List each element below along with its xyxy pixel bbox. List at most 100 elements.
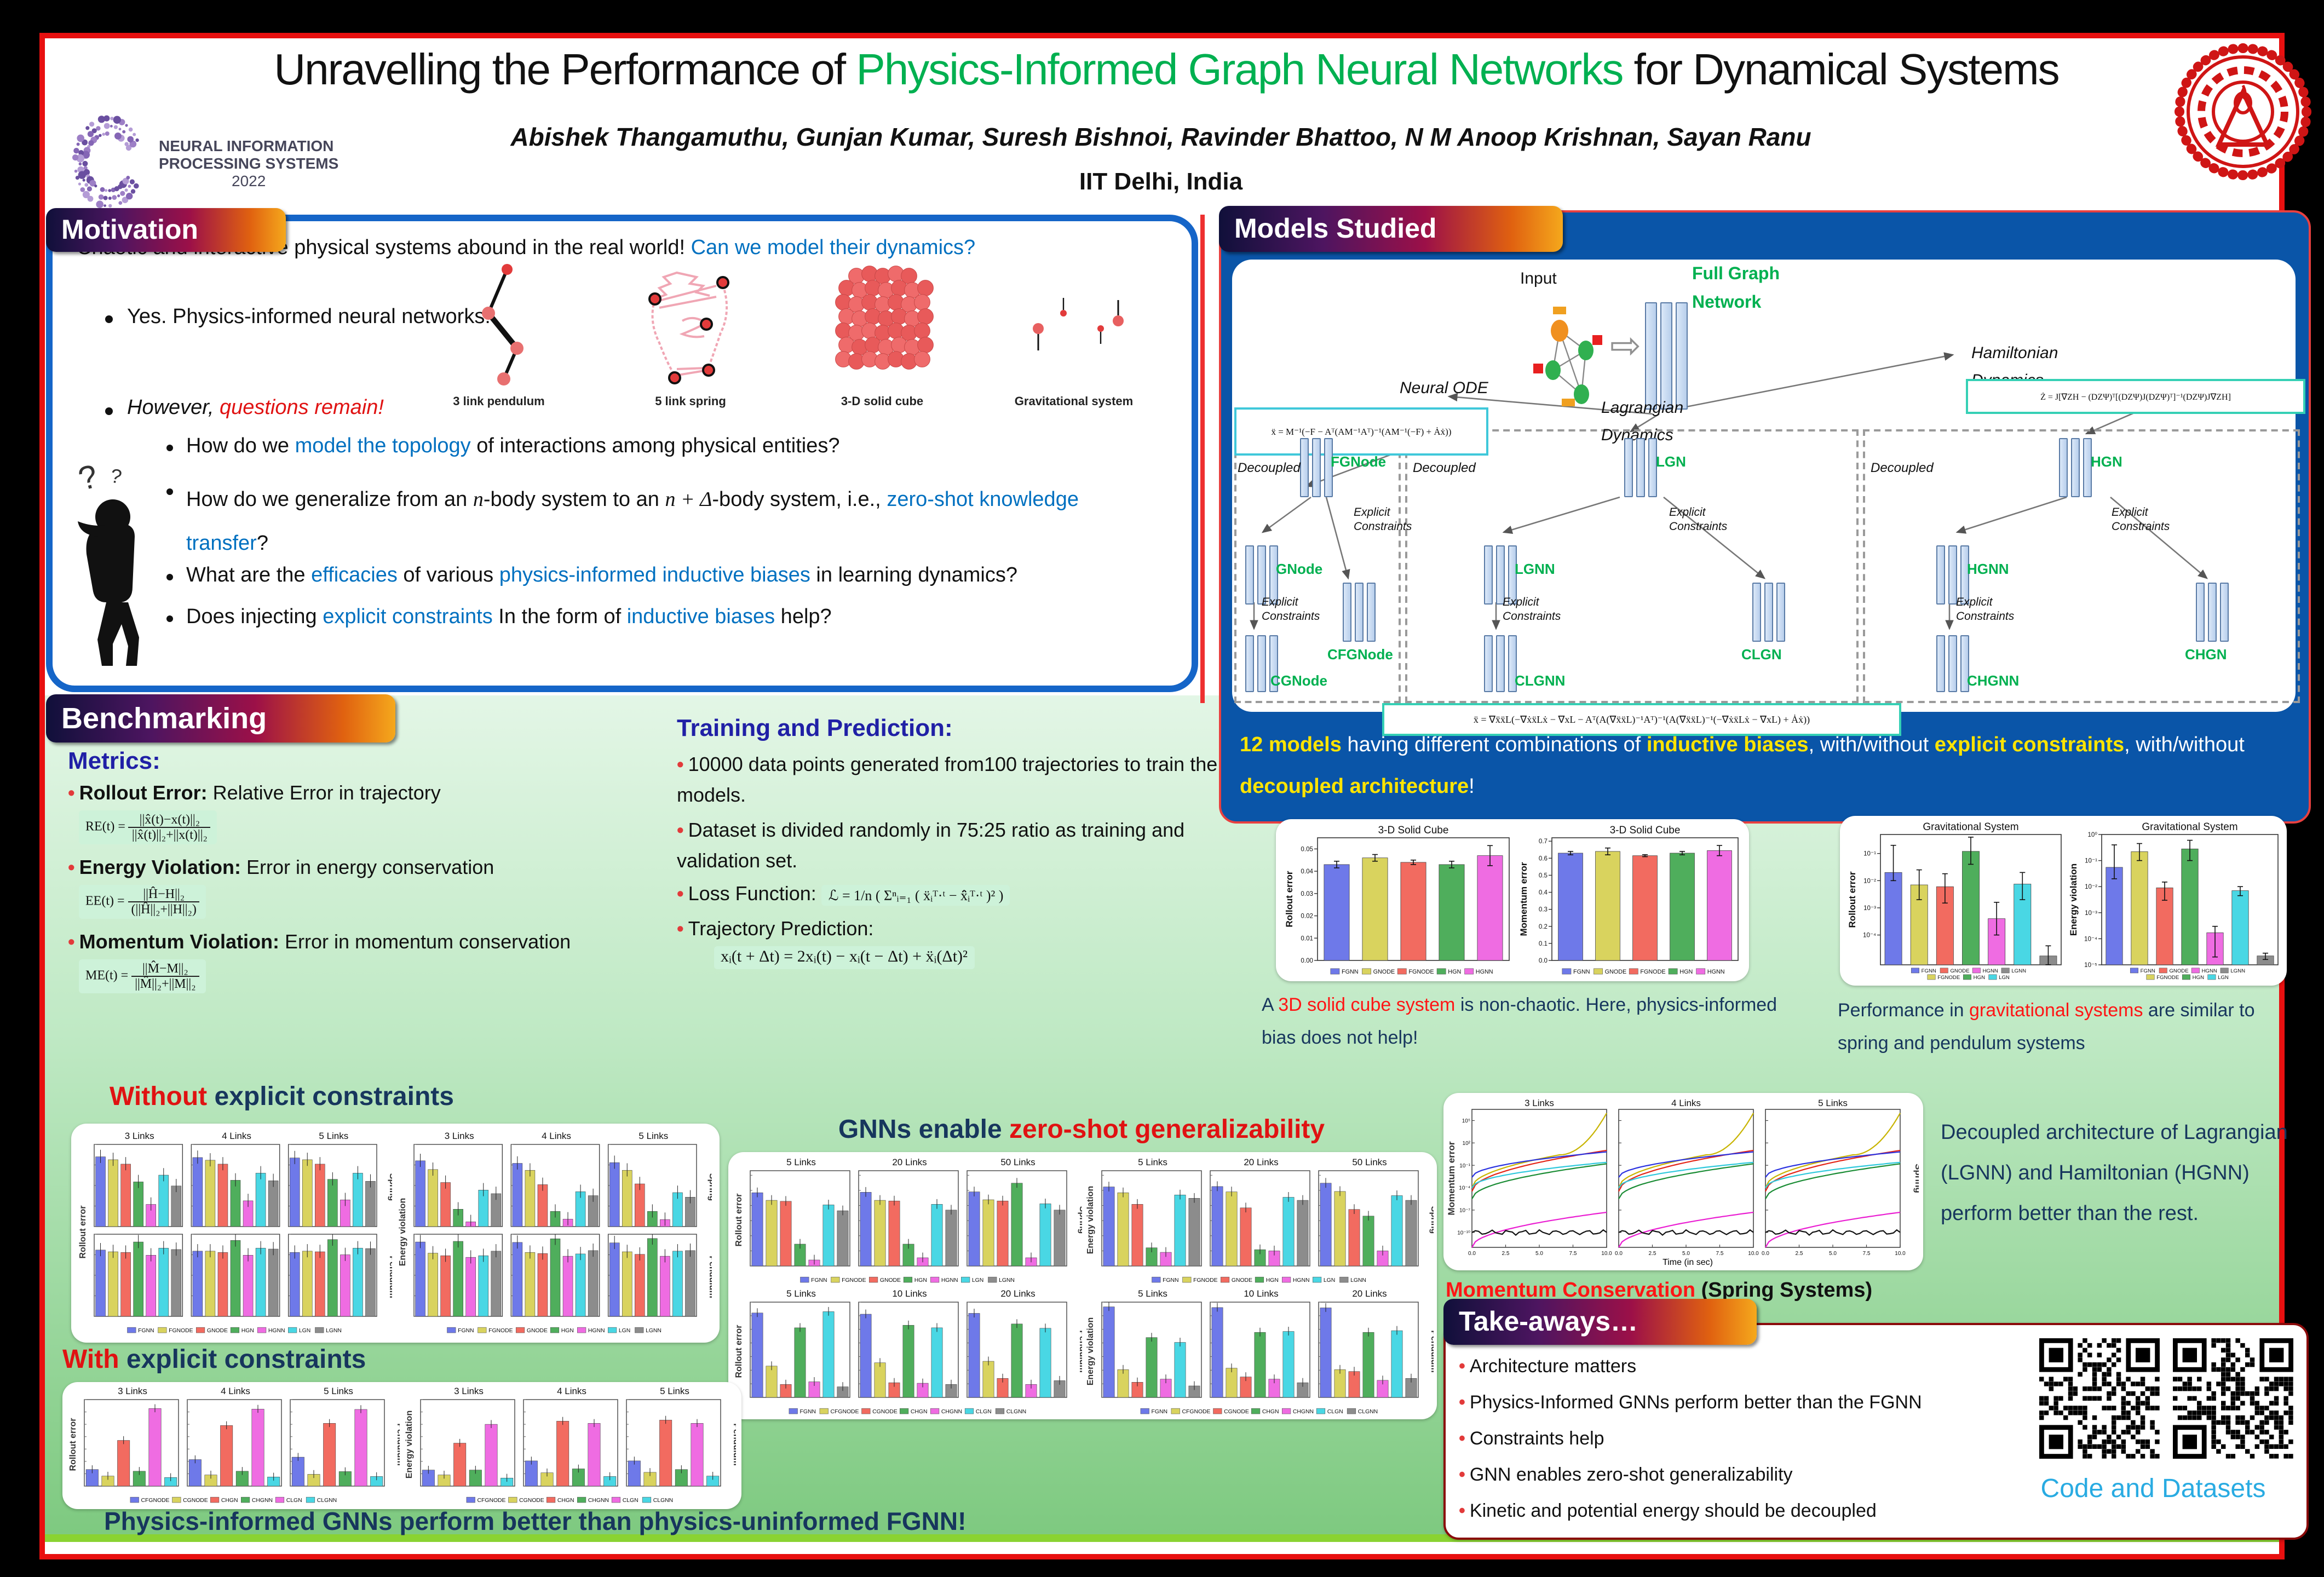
neural-ode-equation: ẍ = M⁻¹(−F − Aᵀ(AM⁻¹Aᵀ)⁻¹(AM⁻¹(−F) + Ȧẋ)…	[1234, 407, 1488, 456]
svg-text:7.5: 7.5	[1863, 1251, 1871, 1257]
svg-text:3 Links: 3 Links	[1525, 1098, 1554, 1108]
chart-without-rollout: Rollout error 3 Links 4 Links 5 Links Spring…	[78, 1130, 397, 1336]
svg-text:GNODE: GNODE	[1950, 968, 1969, 974]
chart-cube-rollout-error: 3-D Solid Cube Rollout error 0.00 0.01 0.02 0…	[1284, 824, 1514, 977]
input-arrow-icon: ⇨	[1610, 325, 1641, 367]
neurips-logo-text-1: NEURAL INFORMATION	[159, 137, 334, 154]
explicit-constraints-label: Explicit Constraints	[1503, 596, 1561, 623]
svg-text:2.5: 2.5	[1502, 1251, 1510, 1257]
svg-text:CLGN: CLGN	[286, 1498, 302, 1504]
svg-text:Spring: Spring	[1078, 1206, 1082, 1234]
system-label: Gravitational system	[1014, 395, 1134, 408]
svg-text:FGNN: FGNN	[800, 1409, 816, 1415]
svg-text:HGNN: HGNN	[268, 1328, 285, 1334]
svg-text:5.0: 5.0	[1682, 1251, 1690, 1257]
svg-text:FGNN: FGNN	[138, 1328, 154, 1334]
svg-text:CLGN: CLGN	[623, 1498, 638, 1504]
svg-text:Energy violation: Energy violation	[2068, 864, 2079, 936]
svg-text:GNODE: GNODE	[2169, 968, 2188, 974]
svg-text:Rollout error: Rollout error	[735, 1325, 744, 1378]
svg-text:2.5: 2.5	[1796, 1251, 1803, 1257]
full-graph-network-label: Full Graph Network	[1692, 265, 1780, 312]
svg-text:LGN: LGN	[2218, 975, 2229, 981]
svg-text:CGNODE: CGNODE	[872, 1409, 898, 1415]
chart-zeroshot-spring-energy: Energy violation 5 Links 20 Links 50 Links S…	[1086, 1156, 1439, 1286]
svg-text:FGNN: FGNN	[811, 1277, 827, 1284]
clgnn-label: CLGNN	[1515, 672, 1566, 689]
svg-text:HGNN: HGNN	[588, 1328, 605, 1334]
svg-text:5.0: 5.0	[1535, 1251, 1543, 1257]
svg-text:CHGNN: CHGNN	[252, 1498, 273, 1504]
metric-energy: • Energy Violation: Error in energy conse…	[68, 856, 494, 878]
cube-caption: A 3D solid cube system is non-chaotic. H…	[1262, 994, 1777, 1048]
takeaway-item: • Physics-Informed GNNs perform better th…	[1459, 1392, 1922, 1413]
svg-text:Pendulum: Pendulum	[1078, 1330, 1082, 1372]
flowchart-arrows	[1250, 352, 2208, 630]
chart-with-rollout: Rollout error 3 Links 4 Links 5 Links Pendul…	[68, 1385, 405, 1506]
with-constraints-heading: With explicit constraints	[62, 1345, 366, 1374]
chart-zeroshot-pendulum-rollout: Rollout error 5 Links 10 Links 20 Links Pend…	[734, 1288, 1087, 1417]
svg-text:10⁵: 10⁵	[1462, 1118, 1470, 1124]
svg-text:2.5: 2.5	[1649, 1251, 1656, 1257]
spring-icon	[648, 271, 729, 384]
svg-text:10⁻³: 10⁻³	[2085, 910, 2097, 917]
models-header-label: Models Studied	[1234, 213, 1437, 244]
grav-caption: Performance in gravitational systems are…	[1838, 1000, 2255, 1054]
svg-text:5 Links: 5 Links	[786, 1157, 816, 1167]
svg-text:CHGN: CHGN	[1262, 1409, 1279, 1415]
svg-text:FGNN: FGNN	[1573, 969, 1590, 975]
svg-text:FGNN: FGNN	[2141, 968, 2155, 974]
chgn-stack	[2196, 583, 2229, 642]
bullet-icon: •	[68, 856, 75, 878]
svg-text:3 Links: 3 Links	[445, 1131, 474, 1141]
svg-text:Energy violation: Energy violation	[405, 1411, 414, 1478]
svg-text:5 Links: 5 Links	[324, 1386, 353, 1396]
hgn-label: HGN	[2091, 453, 2122, 470]
takeaway-item: • Kinetic and potential energy should be …	[1459, 1500, 1877, 1521]
decoupled-label: Decoupled	[1413, 460, 1476, 475]
system-label: 3 link pendulum	[453, 395, 545, 408]
explicit-constraints-label: Explicit Constraints	[2112, 506, 2170, 533]
svg-text:Spring: Spring	[388, 1173, 392, 1201]
decoupled-note: Decoupled architecture of Lagrangian (LG…	[1941, 1121, 2288, 1225]
poster-authors: Abishek Thangamuthu, Gunjan Kumar, Sures…	[510, 123, 1811, 151]
explicit-constraints-label: Explicit Constraints	[1354, 506, 1412, 533]
svg-text:Rollout error: Rollout error	[735, 1194, 744, 1247]
svg-text:50 Links: 50 Links	[1000, 1157, 1035, 1167]
neural-ode-label: Neural ODE	[1400, 379, 1488, 398]
cgnode-stack	[1245, 635, 1278, 692]
neurips-logo: NEURAL INFORMATION PROCESSING SYSTEMS 20…	[60, 93, 367, 233]
bullet-icon: •	[677, 819, 684, 841]
training-point-1: • 10000 data points generated from100 tra…	[677, 753, 1218, 806]
cgnode-label: CGNode	[1270, 672, 1327, 689]
svg-text:HGN: HGN	[561, 1328, 574, 1334]
svg-text:Spring: Spring	[707, 1173, 712, 1201]
neurips-logo-text-2: PROCESSING SYSTEMS	[159, 154, 339, 172]
input-graph-figure	[1529, 298, 1617, 413]
svg-text:5.0: 5.0	[1829, 1251, 1837, 1257]
cube-spheres	[835, 266, 934, 370]
svg-text:0.02: 0.02	[1301, 913, 1313, 920]
chgn-label: CHGN	[2185, 646, 2227, 663]
chart-zeroshot-pendulum-energy: Energy violation 5 Links 10 Links 20 Links P…	[1086, 1288, 1439, 1417]
svg-text:CLGN: CLGN	[976, 1409, 992, 1415]
graph-input-icon	[1533, 307, 1602, 406]
svg-text:10⁻³: 10⁻³	[1863, 905, 1876, 912]
svg-text:20 Links: 20 Links	[1244, 1157, 1278, 1167]
svg-text:0.5: 0.5	[1539, 872, 1548, 879]
svg-text:20 Links: 20 Links	[892, 1157, 927, 1167]
svg-text:CHGNN: CHGNN	[588, 1498, 609, 1504]
svg-text:4 Links: 4 Links	[1671, 1098, 1701, 1108]
svg-text:CGNODE: CGNODE	[519, 1498, 544, 1504]
training-point-2: • Dataset is divided randomly in 75:25 ra…	[677, 819, 1185, 872]
neurips-logo-year: 2022	[232, 172, 266, 189]
chart-grav-energy-violation: Gravitational System Energy violation 10⁻⁵…	[2068, 820, 2282, 981]
svg-text:FGNN: FGNN	[1922, 968, 1936, 974]
svg-text:HGNN: HGNN	[1707, 969, 1725, 975]
svg-text:0.0: 0.0	[1762, 1251, 1769, 1257]
svg-text:4 Links: 4 Links	[221, 1386, 250, 1396]
system-pendulum: 3 link pendulum	[403, 261, 595, 425]
bullet-icon: •	[1459, 1428, 1465, 1449]
chgnn-label: CHGNN	[1967, 672, 2020, 689]
